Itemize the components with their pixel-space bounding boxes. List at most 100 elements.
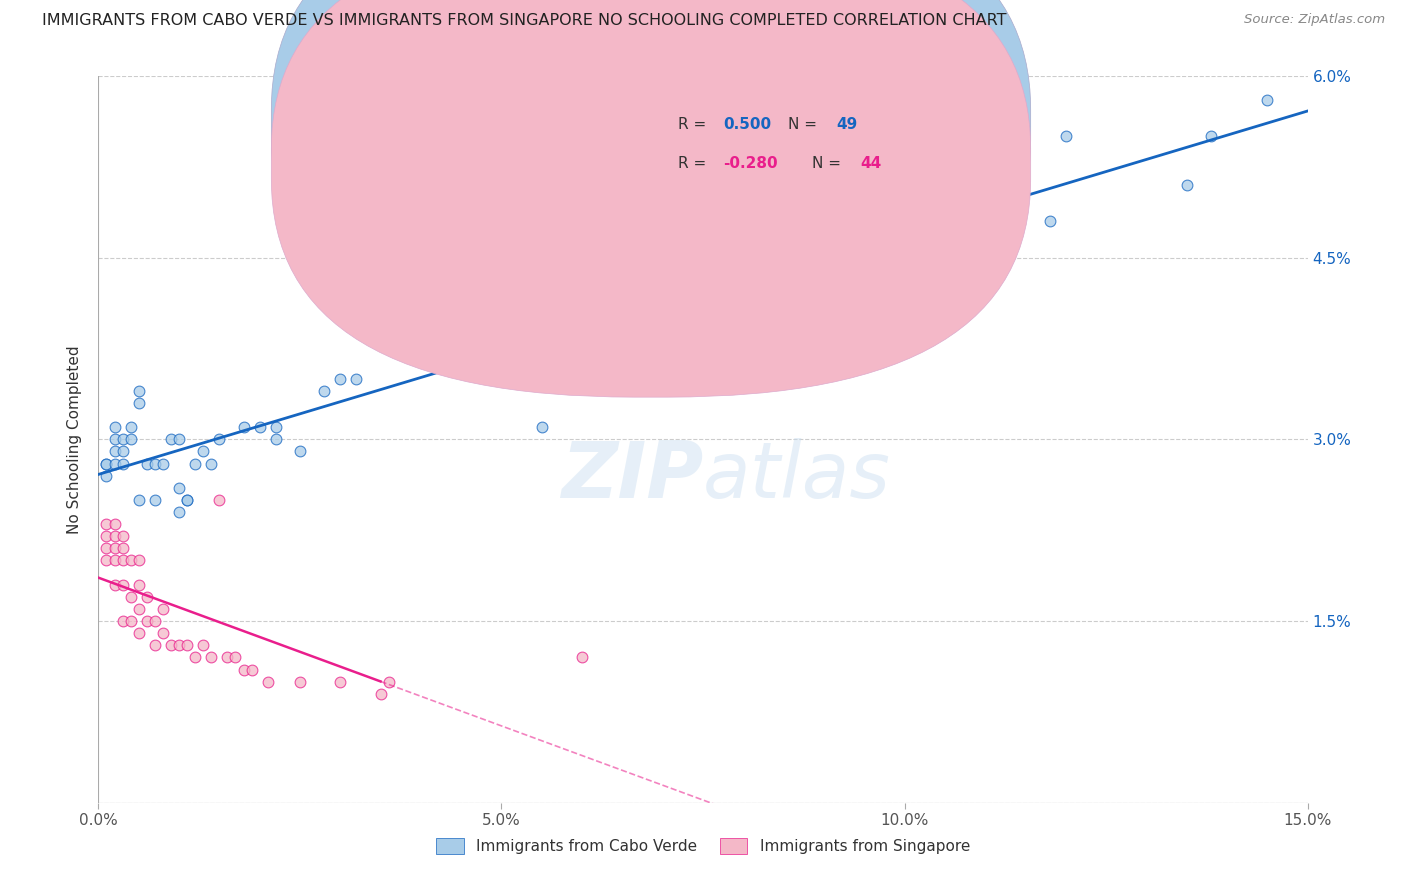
Point: [612, 311, 634, 326]
Point: [974, 166, 997, 180]
Point: [232, 420, 254, 434]
Y-axis label: No Schooling Completed: No Schooling Completed: [67, 345, 83, 533]
Point: [135, 614, 157, 628]
Point: [120, 553, 142, 567]
Point: [128, 602, 150, 616]
Point: [1175, 178, 1198, 192]
Point: [152, 602, 174, 616]
Point: [128, 396, 150, 410]
Point: [208, 432, 231, 446]
Point: [96, 468, 118, 483]
Point: [111, 444, 134, 458]
Point: [111, 614, 134, 628]
Text: IMMIGRANTS FROM CABO VERDE VS IMMIGRANTS FROM SINGAPORE NO SCHOOLING COMPLETED C: IMMIGRANTS FROM CABO VERDE VS IMMIGRANTS…: [42, 13, 1007, 29]
Text: N =: N =: [787, 117, 821, 132]
Point: [96, 553, 118, 567]
Point: [120, 590, 142, 604]
Point: [232, 663, 254, 677]
Point: [96, 517, 118, 532]
FancyBboxPatch shape: [271, 0, 1031, 358]
Point: [135, 590, 157, 604]
Point: [377, 674, 399, 689]
Point: [934, 202, 956, 216]
Point: [314, 384, 336, 398]
Point: [103, 529, 125, 543]
Point: [103, 541, 125, 556]
Legend: Immigrants from Cabo Verde, Immigrants from Singapore: Immigrants from Cabo Verde, Immigrants f…: [430, 832, 976, 861]
Point: [224, 650, 246, 665]
Point: [264, 432, 287, 446]
FancyBboxPatch shape: [613, 90, 927, 200]
Point: [120, 420, 142, 434]
Point: [370, 687, 392, 701]
Point: [256, 674, 278, 689]
Text: 49: 49: [837, 117, 858, 132]
Point: [103, 553, 125, 567]
Point: [1039, 214, 1062, 228]
Point: [200, 650, 222, 665]
Point: [193, 638, 215, 652]
Text: R =: R =: [678, 117, 710, 132]
Point: [1054, 129, 1077, 144]
Point: [329, 372, 352, 386]
Point: [128, 626, 150, 640]
Point: [128, 492, 150, 507]
Point: [128, 384, 150, 398]
Point: [167, 505, 190, 519]
Point: [344, 372, 367, 386]
Point: [103, 517, 125, 532]
Point: [530, 420, 553, 434]
Point: [111, 553, 134, 567]
Text: 0.500: 0.500: [724, 117, 772, 132]
Point: [636, 372, 658, 386]
Point: [167, 638, 190, 652]
Point: [96, 457, 118, 471]
Point: [103, 432, 125, 446]
Point: [103, 578, 125, 592]
Text: atlas: atlas: [703, 438, 891, 514]
Point: [176, 638, 198, 652]
Point: [111, 541, 134, 556]
Point: [1199, 129, 1222, 144]
Point: [184, 457, 207, 471]
Point: [167, 432, 190, 446]
Point: [329, 674, 352, 689]
Point: [288, 674, 311, 689]
Point: [264, 420, 287, 434]
Point: [555, 311, 578, 326]
Point: [128, 578, 150, 592]
Point: [152, 457, 174, 471]
Text: Source: ZipAtlas.com: Source: ZipAtlas.com: [1244, 13, 1385, 27]
Point: [143, 492, 166, 507]
Point: [571, 650, 593, 665]
Point: [200, 457, 222, 471]
Point: [217, 650, 239, 665]
Point: [176, 492, 198, 507]
Point: [120, 614, 142, 628]
Point: [128, 553, 150, 567]
Point: [176, 492, 198, 507]
Text: R =: R =: [678, 156, 710, 171]
Point: [103, 444, 125, 458]
Text: 44: 44: [860, 156, 882, 171]
Point: [143, 457, 166, 471]
Point: [96, 457, 118, 471]
Point: [96, 529, 118, 543]
Point: [167, 481, 190, 495]
Point: [152, 626, 174, 640]
Point: [143, 638, 166, 652]
FancyBboxPatch shape: [271, 0, 1031, 397]
Point: [208, 492, 231, 507]
Point: [160, 638, 183, 652]
Point: [103, 420, 125, 434]
Point: [193, 444, 215, 458]
Point: [1256, 93, 1278, 107]
Text: N =: N =: [811, 156, 845, 171]
Point: [288, 444, 311, 458]
Point: [240, 663, 263, 677]
Point: [249, 420, 271, 434]
Point: [111, 457, 134, 471]
Point: [160, 432, 183, 446]
Point: [612, 238, 634, 252]
Point: [120, 432, 142, 446]
